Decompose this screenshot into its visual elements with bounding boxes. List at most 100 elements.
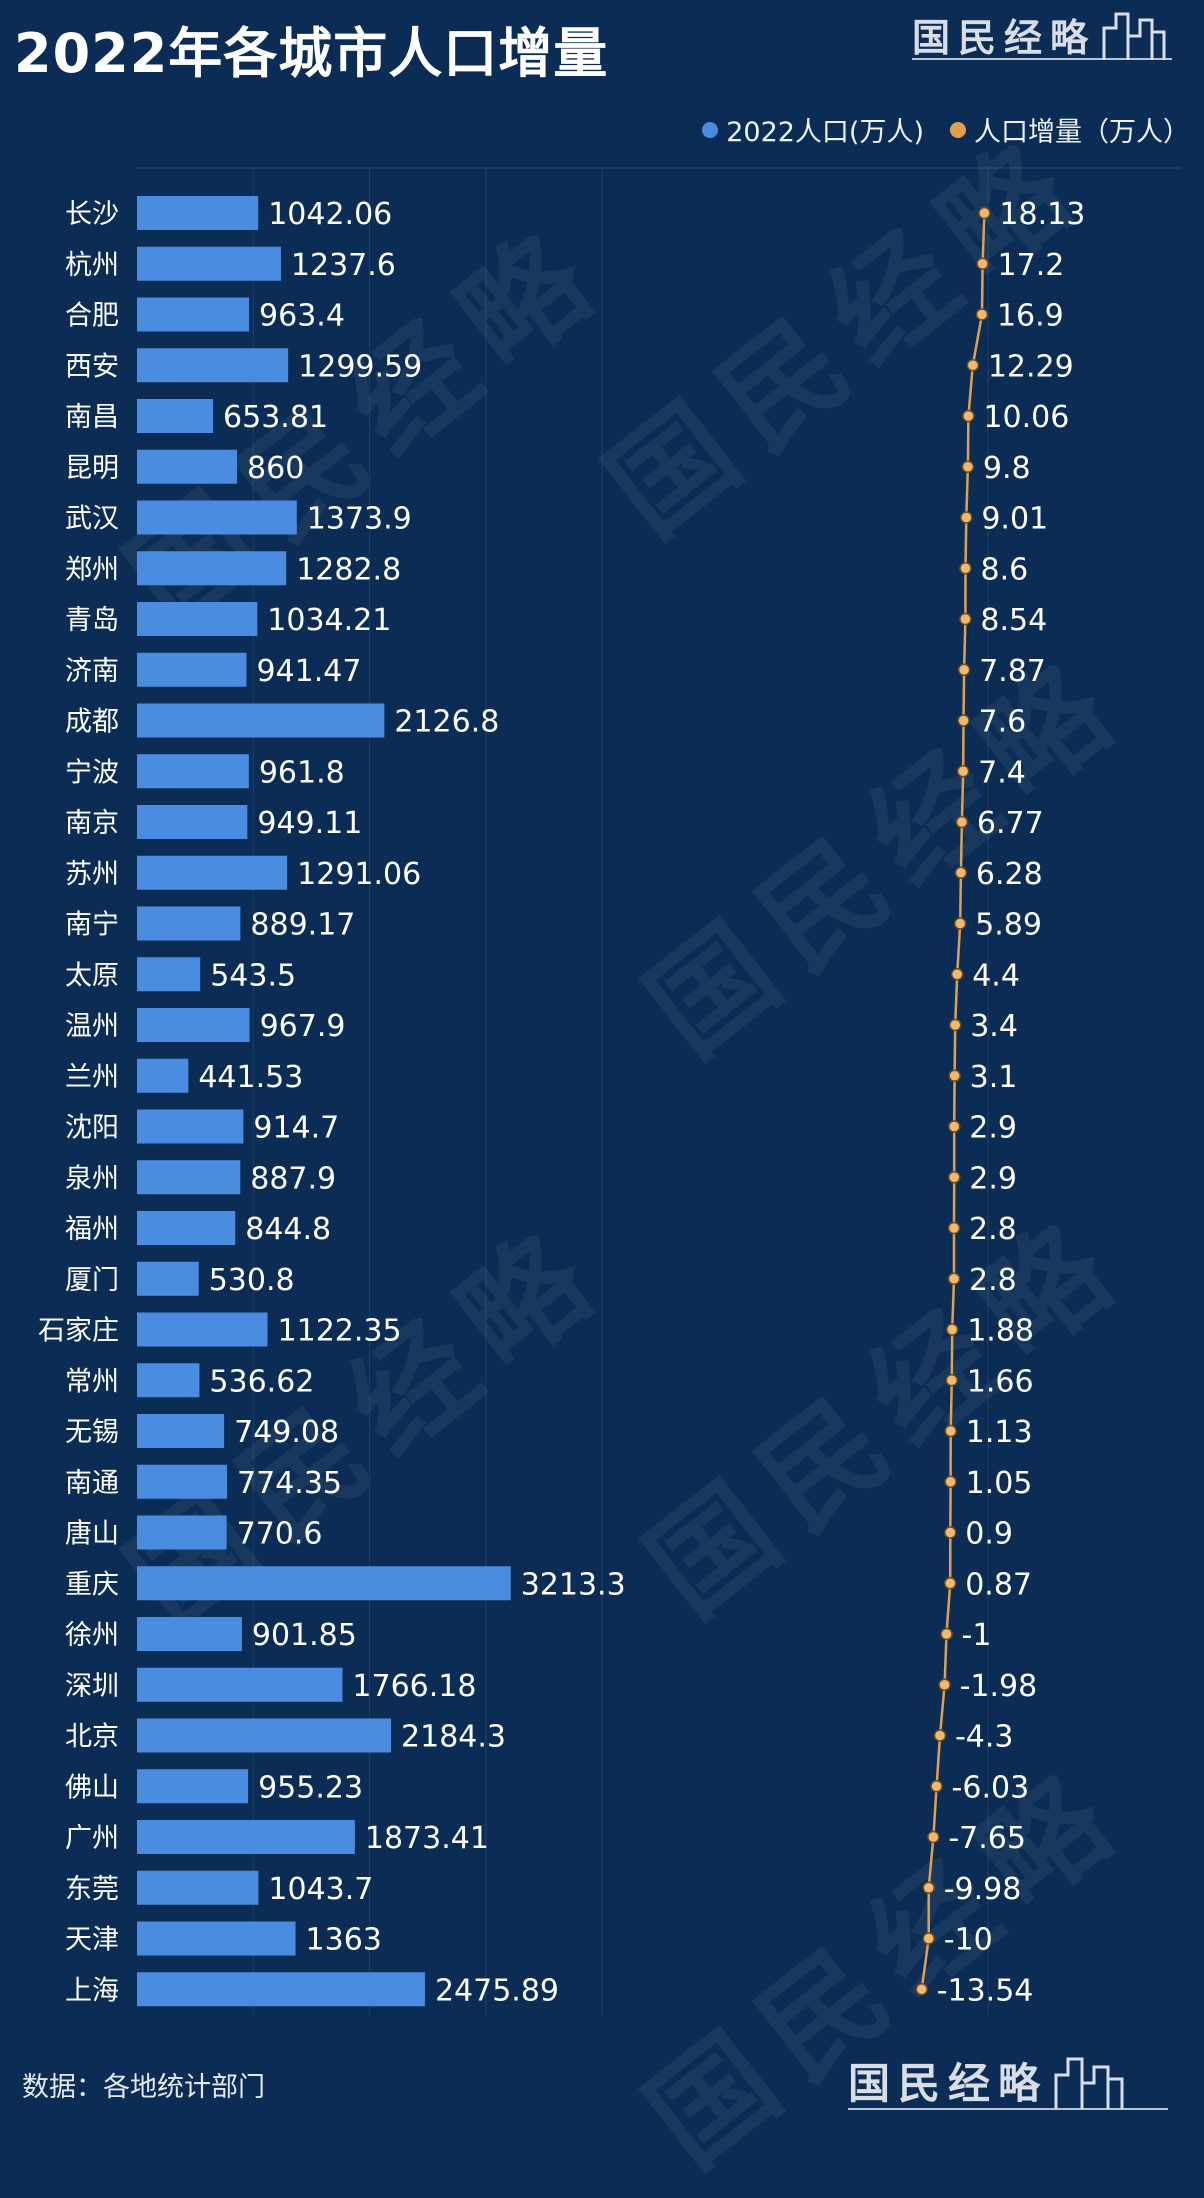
increase-value-label: 2.8 xyxy=(969,1263,1017,1298)
bar-value-label: 1373.9 xyxy=(307,502,412,537)
bar xyxy=(137,1870,259,1905)
legend-item-increase: 人口增量（万人） xyxy=(950,110,1190,149)
bar xyxy=(137,1769,249,1804)
increase-value-label: -13.54 xyxy=(937,1973,1034,2008)
increase-value-label: 1.05 xyxy=(966,1466,1033,1501)
increase-point xyxy=(948,1069,961,1082)
increase-point xyxy=(930,1780,943,1793)
category-label: 无锡 xyxy=(65,1417,119,1448)
increase-value-label: 3.1 xyxy=(970,1060,1018,1095)
bar-value-label: 2475.89 xyxy=(435,1973,559,2008)
category-label: 厦门 xyxy=(65,1265,119,1296)
category-label: 重庆 xyxy=(65,1569,119,1600)
bar-value-label: 941.47 xyxy=(256,654,361,689)
increase-value-label: -7.65 xyxy=(948,1821,1026,1856)
bar xyxy=(137,1008,250,1042)
bar-value-label: 914.7 xyxy=(253,1111,339,1146)
category-label: 北京 xyxy=(65,1722,119,1753)
increase-value-label: 10.06 xyxy=(983,400,1069,435)
brand-underline xyxy=(912,58,1172,60)
bar-value-label: 1363 xyxy=(306,1923,382,1958)
bar-value-label: 961.8 xyxy=(259,755,345,790)
increase-value-label: 2.8 xyxy=(969,1212,1017,1247)
legend-label-population: 2022人口(万人) xyxy=(726,117,924,148)
bar-value-label: 1291.06 xyxy=(297,857,421,892)
category-label: 杭州 xyxy=(65,250,119,281)
bar-value-label: 1122.35 xyxy=(278,1314,402,1349)
bar-value-label: 2184.3 xyxy=(401,1720,506,1755)
bar xyxy=(137,1109,244,1144)
increase-value-label: 7.87 xyxy=(979,654,1046,689)
bar xyxy=(137,297,250,332)
brand-logo-footer: 国民经略 xyxy=(848,2050,1168,2111)
category-label: 南宁 xyxy=(65,910,119,941)
increase-value-label: 1.88 xyxy=(967,1314,1034,1349)
bar xyxy=(137,1464,228,1499)
category-label: 郑州 xyxy=(65,554,119,585)
bar-value-label: 967.9 xyxy=(260,1009,346,1044)
category-label: 天津 xyxy=(65,1925,119,1956)
increase-value-label: 12.29 xyxy=(988,349,1074,384)
increase-point xyxy=(955,815,969,829)
brand-underline xyxy=(848,2108,1168,2110)
bar-value-label: 543.5 xyxy=(210,958,296,993)
bar-value-label: 1042.06 xyxy=(268,197,392,232)
bar xyxy=(137,906,241,941)
category-label: 南通 xyxy=(65,1468,119,1499)
category-label: 合肥 xyxy=(65,301,119,332)
increase-point xyxy=(954,866,968,879)
bar-value-label: 530.8 xyxy=(209,1263,295,1298)
category-label: 温州 xyxy=(65,1011,119,1042)
increase-value-label: 1.13 xyxy=(966,1415,1033,1450)
category-label: 南京 xyxy=(65,808,119,839)
category-label: 济南 xyxy=(65,656,119,687)
increase-point xyxy=(947,1171,961,1184)
legend-swatch-population xyxy=(702,121,719,138)
bar xyxy=(137,652,247,687)
bar xyxy=(137,703,385,738)
bar xyxy=(137,1718,392,1753)
bar xyxy=(137,1261,199,1296)
category-label: 沈阳 xyxy=(65,1113,119,1144)
bar-value-label: 653.81 xyxy=(223,400,328,435)
bar xyxy=(137,1566,511,1601)
category-label: 深圳 xyxy=(65,1671,119,1702)
building-icon xyxy=(1054,2057,1124,2109)
increase-point xyxy=(922,1881,935,1894)
bar-value-label: 1034.21 xyxy=(267,603,391,638)
increase-point xyxy=(940,1627,953,1641)
increase-point xyxy=(945,1323,959,1336)
category-label: 上海 xyxy=(65,1975,119,2006)
category-label: 南昌 xyxy=(65,402,119,433)
bar xyxy=(137,196,259,230)
increase-point xyxy=(956,765,970,778)
bar xyxy=(137,855,288,890)
increase-point xyxy=(945,1374,959,1387)
increase-value-label: 17.2 xyxy=(998,248,1065,283)
increase-value-label: 1.66 xyxy=(967,1364,1034,1399)
bar xyxy=(137,1921,296,1956)
category-label: 宁波 xyxy=(65,757,119,788)
increase-value-label: 6.28 xyxy=(976,857,1043,892)
increase-value-label: 9.01 xyxy=(981,502,1048,537)
increase-point xyxy=(948,1018,962,1032)
bar-value-label: 441.53 xyxy=(198,1060,303,1095)
chart-legend: 2022人口(万人) 人口增量（万人） xyxy=(702,110,1190,149)
increase-point xyxy=(947,1221,961,1235)
increase-point xyxy=(966,359,980,372)
bar-value-label: 536.62 xyxy=(209,1364,314,1399)
increase-point xyxy=(959,612,972,626)
increase-point xyxy=(933,1729,947,1742)
brand-logo-text: 国民经略 xyxy=(912,14,1097,60)
bar xyxy=(137,1211,236,1245)
bar-value-label: 955.23 xyxy=(258,1770,363,1805)
bar-value-label: 770.6 xyxy=(237,1517,323,1552)
category-label: 武汉 xyxy=(65,504,119,535)
increase-point xyxy=(944,1526,957,1539)
bar xyxy=(137,602,258,636)
bar-value-label: 889.17 xyxy=(250,908,355,943)
increase-value-label: 5.89 xyxy=(975,908,1042,943)
increase-value-label: 2.9 xyxy=(969,1111,1017,1146)
bar-value-label: 1873.41 xyxy=(365,1821,489,1856)
increase-value-label: -6.03 xyxy=(952,1770,1030,1805)
